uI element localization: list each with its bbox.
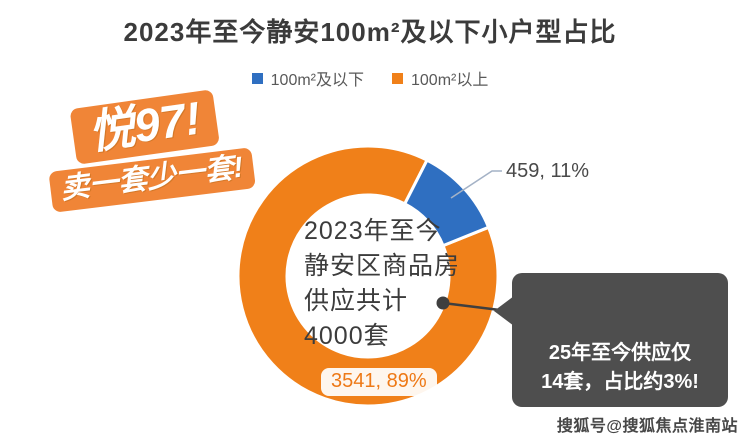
callout-arrow-icon — [494, 296, 514, 326]
callout-text: 25年至今供应仅 14套，占比约3%! — [541, 342, 699, 393]
donut-slice-under-100 — [403, 158, 491, 248]
legend-swatch-orange-icon — [392, 72, 403, 84]
legend-label-under-100: 100m²及以下 — [270, 72, 364, 89]
chart-title: 2023年至今静安100m²及以下小户型占比 — [123, 17, 617, 47]
callout-box: 25年至今供应仅 14套，占比约3%! — [494, 273, 728, 407]
donut-slice-over-100 — [236, 144, 500, 408]
donut-center-text: 2023年至今 静安区商品房 供应共计 4000套 — [304, 217, 461, 350]
data-label-over-100: 3541, 89% — [321, 368, 437, 396]
legend-item-over-100: 100m²以上 — [392, 66, 488, 90]
legend-swatch-blue-icon — [251, 72, 263, 84]
watermark-text: 搜狐号@搜狐焦点淮南站 — [556, 418, 738, 435]
chart-legend: 100m²及以下 100m²以上 — [0, 66, 740, 90]
data-label-under-100: 459, 11% — [506, 160, 590, 182]
legend-item-under-100: 100m²及以下 — [251, 66, 364, 90]
legend-label-over-100: 100m²以上 — [411, 72, 489, 89]
leader-line-small-slice — [450, 170, 502, 199]
